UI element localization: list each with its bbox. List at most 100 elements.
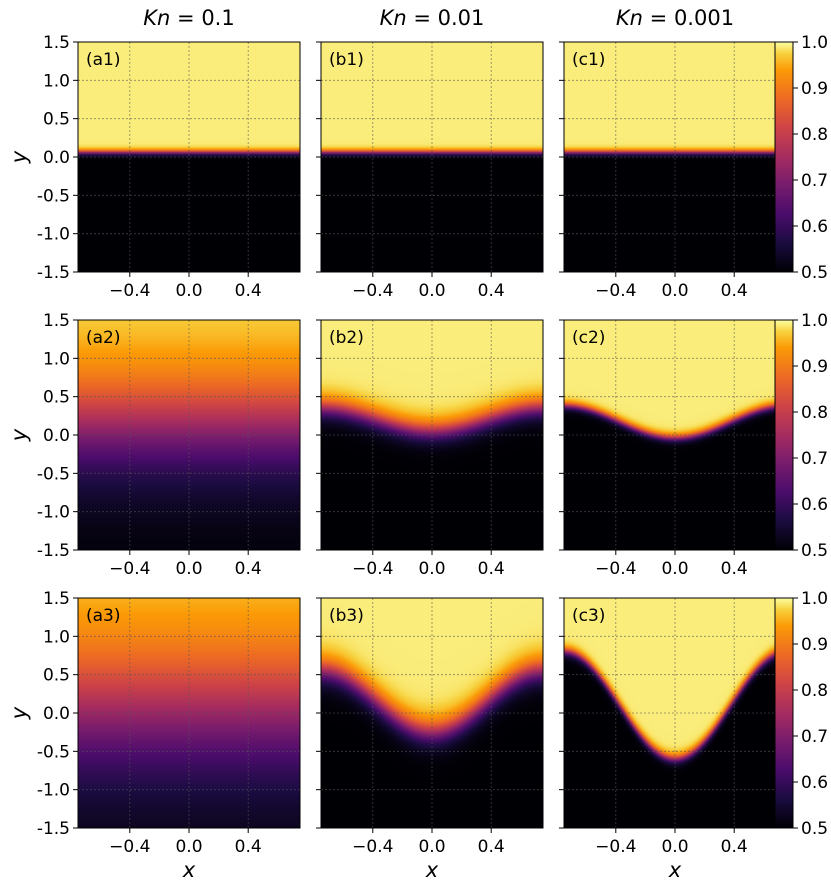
x-tick-label: 0.4 — [478, 559, 505, 579]
y-tick-label: -1.0 — [37, 225, 70, 245]
heatmap-panel: −0.4 0.0 0.4 (b2) — [316, 319, 544, 579]
colorbar: 1.0 0.9 0.8 0.7 0.6 0.5 — [774, 589, 828, 839]
heatmap-panel: −0.4 0.0 0.4 (c3) — [559, 597, 787, 857]
colorbar: 1.0 0.9 0.8 0.7 0.6 0.5 — [774, 311, 828, 561]
x-tick-label: 0.0 — [175, 837, 202, 857]
y-tick-label: 0.0 — [43, 704, 70, 724]
colorbar-tick-label: 0.9 — [801, 79, 828, 99]
colorbar-tick-label: 0.6 — [801, 773, 828, 793]
y-tick-label: -1.0 — [37, 781, 70, 801]
y-tick-label: 0.5 — [43, 666, 70, 686]
x-axis-label: x — [182, 858, 196, 882]
kn-symbol: Kn — [143, 6, 170, 30]
x-tick-label: 0.0 — [418, 559, 445, 579]
x-axis-label: x — [425, 858, 439, 882]
colorbar-tick-label: 0.8 — [801, 125, 828, 145]
x-tick-label: 0.4 — [478, 837, 505, 857]
y-axis-label: y — [7, 706, 31, 720]
colorbar-tick-label: 0.7 — [801, 171, 828, 191]
panel-label: (b2) — [329, 328, 364, 348]
x-tick-label: −0.4 — [352, 559, 393, 579]
kn-value: = 0.1 — [170, 6, 234, 30]
x-tick-label: 0.0 — [418, 837, 445, 857]
heatmap-panel: −0.4 0.0 0.4 (c2) — [559, 319, 787, 579]
panel-label: (b1) — [329, 50, 364, 70]
heatmap-panel: −0.4 0.0 0.4 1.5 1.0 0.5 0.0 -0.5 -1.0 -1.5 (a3) — [37, 589, 301, 857]
y-tick-label: 0.0 — [43, 426, 70, 446]
colorbar-tick-label: 0.7 — [801, 727, 828, 747]
colorbar: 1.0 0.9 0.8 0.7 0.6 0.5 — [774, 33, 828, 283]
x-tick-label: −0.4 — [109, 281, 150, 301]
y-tick-label: -0.5 — [37, 464, 70, 484]
y-tick-label: 1.5 — [43, 33, 70, 53]
colorbar-gradient — [774, 41, 794, 273]
y-tick-label: -1.5 — [37, 819, 70, 839]
colorbar-tick-label: 0.5 — [801, 263, 828, 283]
y-axis-label: y — [7, 428, 31, 442]
x-tick-label: 0.4 — [721, 837, 748, 857]
y-tick-label: 0.5 — [43, 110, 70, 130]
panel-label: (c2) — [572, 328, 605, 348]
x-tick-label: 0.0 — [661, 837, 688, 857]
y-tick-label: 0.5 — [43, 388, 70, 408]
x-tick-label: −0.4 — [595, 559, 636, 579]
colorbar-tick-label: 1.0 — [801, 33, 828, 53]
x-tick-label: −0.4 — [352, 837, 393, 857]
heatmap-panel: −0.4 0.0 0.4 (c1) — [559, 41, 787, 301]
heatmap-panel: −0.4 0.0 0.4 1.5 1.0 0.5 0.0 -0.5 -1.0 -1.5 (a2) — [37, 311, 301, 579]
panel-label: (b3) — [329, 606, 364, 626]
colorbar-tick-label: 0.8 — [801, 681, 828, 701]
kn-symbol: Kn — [616, 6, 643, 30]
colorbar-tick-label: 0.7 — [801, 449, 828, 469]
x-tick-label: 0.4 — [235, 281, 262, 301]
heatmap-panel: −0.4 0.0 0.4 1.5 1.0 0.5 0.0 -0.5 -1.0 -1.5 (a1) — [37, 33, 301, 301]
kn-value: = 0.01 — [407, 6, 485, 30]
y-tick-label: 1.5 — [43, 311, 70, 331]
x-tick-label: 0.4 — [721, 559, 748, 579]
panel-label: (c1) — [572, 50, 605, 70]
column-title: Kn = 0.001 — [616, 6, 734, 30]
panel-label: (c3) — [572, 606, 605, 626]
x-tick-label: 0.0 — [661, 281, 688, 301]
colorbar-tick-label: 1.0 — [801, 311, 828, 331]
colorbar-tick-label: 0.6 — [801, 217, 828, 237]
y-tick-label: -1.0 — [37, 503, 70, 523]
colorbar-gradient — [774, 319, 794, 551]
colorbar-tick-label: 0.5 — [801, 541, 828, 561]
x-tick-label: −0.4 — [352, 281, 393, 301]
colorbar-tick-label: 1.0 — [801, 589, 828, 609]
x-tick-label: 0.4 — [478, 281, 505, 301]
column-title: Kn = 0.01 — [380, 6, 485, 30]
kn-symbol: Kn — [380, 6, 407, 30]
x-tick-label: 0.0 — [175, 281, 202, 301]
colorbar-tick-label: 0.5 — [801, 819, 828, 839]
x-tick-label: −0.4 — [109, 837, 150, 857]
x-tick-label: 0.0 — [661, 559, 688, 579]
y-tick-label: 0.0 — [43, 148, 70, 168]
y-tick-label: 1.0 — [43, 349, 70, 369]
y-tick-label: 1.0 — [43, 71, 70, 91]
y-tick-label: 1.0 — [43, 627, 70, 647]
x-tick-label: 0.0 — [418, 281, 445, 301]
heatmap-panel: −0.4 0.0 0.4 (b3) — [316, 597, 544, 857]
x-tick-label: −0.4 — [109, 559, 150, 579]
colorbar-tick-label: 0.6 — [801, 495, 828, 515]
y-axis-label: y — [7, 150, 31, 164]
y-tick-label: -1.5 — [37, 541, 70, 561]
column-title: Kn = 0.1 — [143, 6, 234, 30]
colorbar-gradient — [774, 597, 794, 829]
y-tick-label: -0.5 — [37, 186, 70, 206]
panel-label: (a1) — [86, 50, 121, 70]
y-tick-label: 1.5 — [43, 589, 70, 609]
heatmap-panel: −0.4 0.0 0.4 (b1) — [316, 41, 544, 301]
colorbar-tick-label: 0.8 — [801, 403, 828, 423]
x-tick-label: 0.4 — [235, 559, 262, 579]
x-tick-label: −0.4 — [595, 281, 636, 301]
y-tick-label: -1.5 — [37, 263, 70, 283]
x-tick-label: 0.4 — [721, 281, 748, 301]
panel-label: (a3) — [86, 606, 121, 626]
panel-label: (a2) — [86, 328, 121, 348]
x-axis-label: x — [668, 858, 682, 882]
x-tick-label: 0.4 — [235, 837, 262, 857]
